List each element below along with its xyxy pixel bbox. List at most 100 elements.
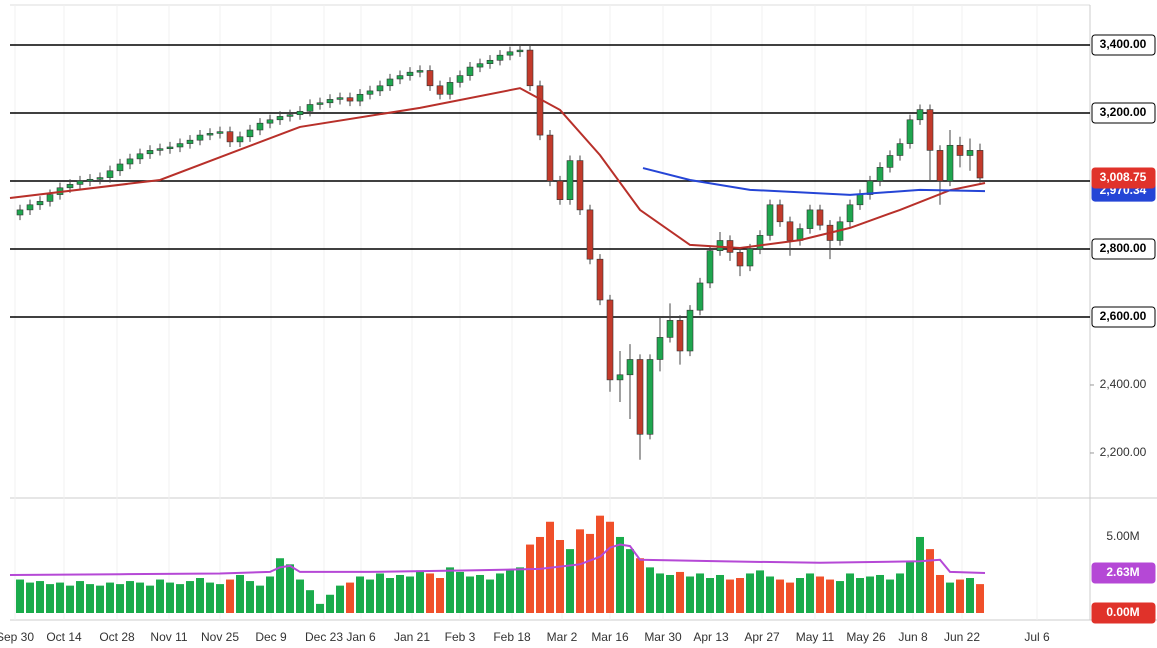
volume-bar	[636, 558, 644, 613]
candle-body	[36, 201, 44, 206]
volume-bar	[226, 579, 234, 613]
x-tick-label: Jun 8	[898, 630, 928, 644]
x-tick-label: Sep 30	[0, 630, 34, 644]
volume-bar	[626, 549, 634, 613]
candle-body	[846, 204, 854, 223]
candle-body	[136, 153, 144, 160]
volume-bar	[196, 578, 204, 613]
volume-bar	[386, 578, 394, 613]
candle-body	[786, 221, 794, 241]
candle-body	[186, 139, 194, 144]
candle-body	[76, 180, 84, 185]
x-tick-label: Apr 13	[693, 630, 729, 644]
volume-bar	[336, 585, 344, 613]
volume-bar	[36, 581, 44, 613]
volume-bar	[406, 576, 414, 613]
candle-body	[506, 51, 514, 56]
volume-bar	[306, 590, 314, 613]
candle-body	[396, 75, 404, 80]
candle-body	[556, 180, 564, 200]
y-tick-label-box	[1091, 102, 1156, 124]
candle-body	[606, 299, 614, 381]
volume-bar	[26, 582, 34, 613]
volume-bar	[906, 561, 914, 613]
candle-body	[966, 150, 974, 156]
candle-body	[376, 85, 384, 92]
x-tick-label: Jan 21	[394, 630, 430, 644]
volume-average-label: 2.63M	[1106, 565, 1139, 579]
volume-bar	[466, 576, 474, 613]
volume-bar	[436, 578, 444, 613]
x-tick-label: Oct 28	[99, 630, 135, 644]
candle-body	[426, 70, 434, 87]
candle-body	[676, 320, 684, 352]
volume-bar	[886, 579, 894, 613]
volume-bar	[116, 584, 124, 613]
candle-body	[936, 150, 944, 182]
candle-body	[526, 49, 534, 87]
candle-body	[456, 75, 464, 83]
candle-body	[386, 78, 394, 87]
y-tick-label: 2,800.00	[1100, 241, 1147, 255]
candle-body	[26, 204, 34, 211]
volume-bar	[926, 549, 934, 613]
candle-body	[66, 184, 74, 189]
candle-body	[196, 134, 204, 141]
volume-bar	[736, 578, 744, 613]
x-tick-label: May 11	[796, 630, 835, 644]
candle-body	[346, 97, 354, 102]
volume-bar	[266, 576, 274, 613]
candle-body	[926, 109, 934, 151]
candle-body	[146, 150, 154, 155]
volume-bar	[896, 573, 904, 613]
candle-body	[86, 178, 94, 182]
candle-body	[956, 144, 964, 156]
volume-bar	[786, 582, 794, 613]
volume-bar	[646, 567, 654, 613]
volume-bar	[296, 579, 304, 613]
volume-bar	[216, 584, 224, 613]
volume-average	[9, 543, 986, 576]
candle-body	[46, 194, 54, 202]
candle-body	[326, 99, 334, 104]
volume-zero-label: 0.00M	[1106, 605, 1139, 619]
volume-bar	[136, 582, 144, 613]
volume-bar	[956, 579, 964, 613]
x-tick-label: Oct 14	[46, 630, 82, 644]
x-tick-label: Nov 25	[201, 630, 239, 644]
volume-bar	[686, 576, 694, 613]
volume-bar	[206, 582, 214, 613]
volume-bar	[476, 574, 484, 613]
candle-body	[536, 85, 544, 136]
volume-bar	[946, 582, 954, 613]
candle-body	[316, 102, 324, 105]
candle-body	[166, 146, 174, 149]
candle-body	[446, 82, 454, 95]
moving-average	[642, 167, 986, 196]
volume-zero-label-box	[1091, 602, 1156, 624]
x-tick-label: Mar 16	[591, 630, 629, 644]
volume-bar	[816, 576, 824, 613]
volume-bar	[936, 574, 944, 613]
candle-body	[586, 209, 594, 260]
last-price-label-box	[1091, 167, 1156, 189]
candle-body	[766, 204, 774, 236]
candle-body	[716, 240, 724, 251]
volume-bar	[146, 585, 154, 613]
candle-body	[736, 252, 744, 267]
volume-bar	[966, 578, 974, 613]
candle-body	[886, 155, 894, 168]
volume-bar	[836, 581, 844, 613]
volume-bar	[376, 573, 384, 613]
candle-body	[226, 131, 234, 143]
candle-body	[496, 54, 504, 61]
x-tick-label: Mar 2	[547, 630, 578, 644]
volume-bar	[56, 582, 64, 613]
volume-bar	[486, 579, 494, 613]
volume-bar	[106, 582, 114, 613]
y-tick-label-box	[1091, 238, 1156, 260]
y-tick-label: 2,200.00	[1100, 445, 1147, 459]
volume-bar	[186, 581, 194, 613]
x-tick-label: Mar 30	[644, 630, 682, 644]
